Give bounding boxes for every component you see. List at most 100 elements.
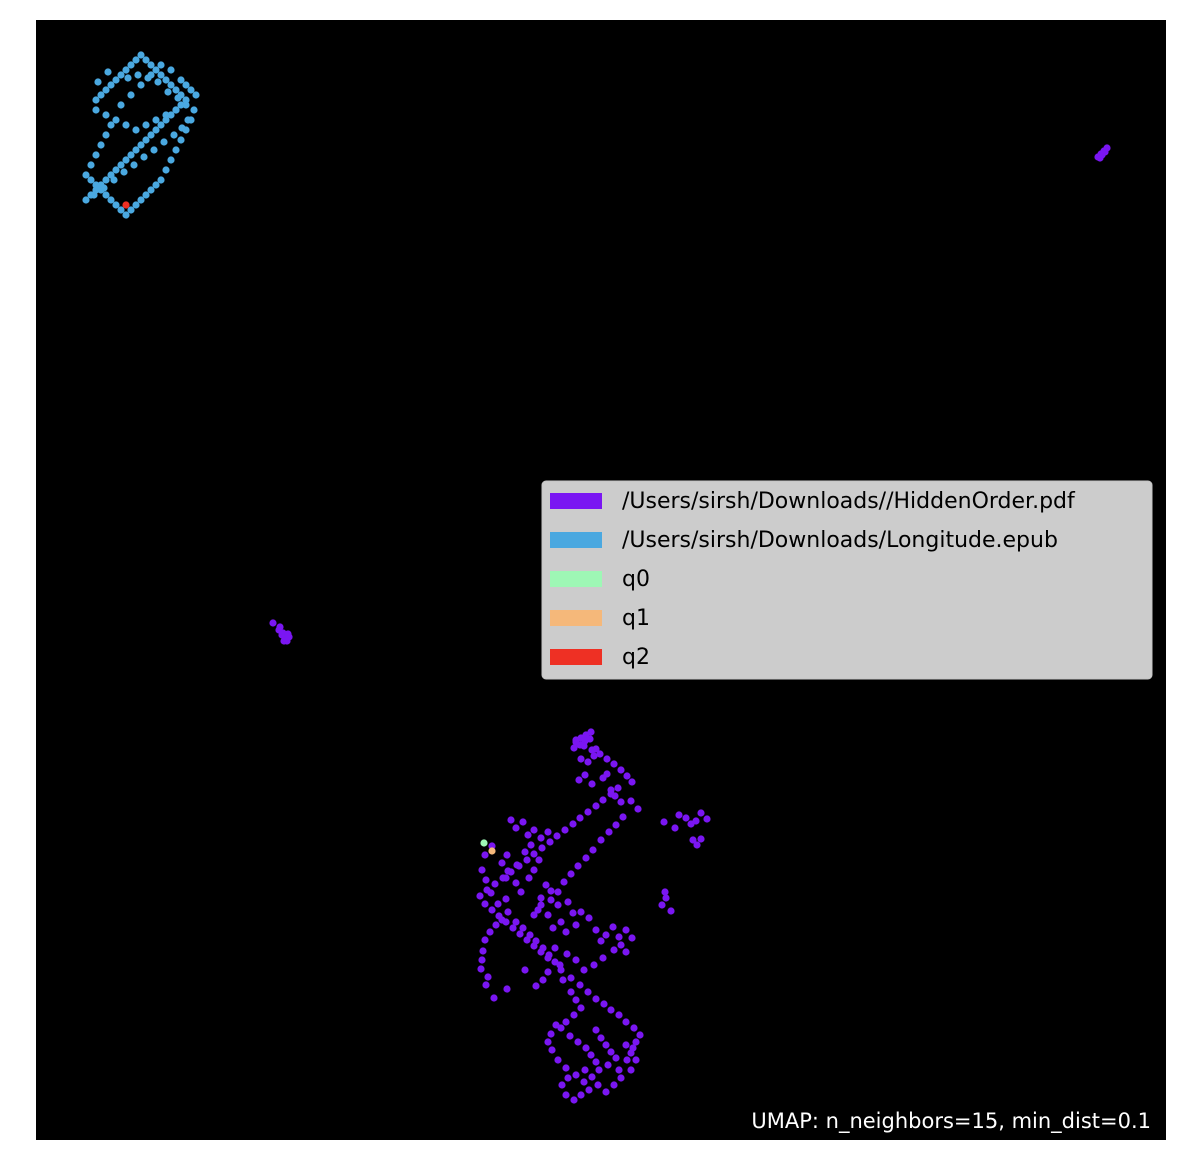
- data-point-1-30: [122, 156, 130, 164]
- data-point-0-30: [575, 776, 583, 784]
- data-point-1-76: [117, 101, 125, 109]
- data-point-0-50: [697, 835, 705, 843]
- data-point-0-84: [569, 909, 577, 917]
- data-point-0-122: [494, 900, 502, 908]
- data-point-1-77: [127, 91, 135, 99]
- data-point-0-57: [519, 818, 527, 826]
- data-point-0-143: [554, 1056, 562, 1064]
- data-point-0-52: [662, 894, 670, 902]
- data-point-0-225: [538, 844, 546, 852]
- data-point-1-66: [102, 191, 110, 199]
- legend-item-1: /Users/sirsh/Downloads/Longitude.epub: [550, 528, 1058, 553]
- data-point-1-75: [107, 121, 115, 129]
- data-point-0-71: [525, 874, 533, 882]
- data-point-0-46: [697, 809, 705, 817]
- series-0: [269, 144, 1111, 1104]
- data-point-0-37: [617, 798, 625, 806]
- data-point-0-138: [587, 1051, 595, 1059]
- data-point-0-87: [585, 914, 593, 922]
- legend-item-3: q1: [550, 606, 650, 631]
- legend-item-4: q2: [550, 645, 650, 670]
- data-point-0-80: [557, 918, 565, 926]
- data-point-0-104: [551, 944, 559, 952]
- data-point-0-231: [491, 880, 499, 888]
- data-point-1-27: [137, 141, 145, 149]
- data-point-0-91: [609, 923, 617, 931]
- data-point-1-41: [112, 116, 120, 124]
- legend-label-3: q1: [622, 606, 650, 631]
- data-point-1-15: [167, 81, 175, 89]
- data-point-0-176: [630, 1024, 638, 1032]
- data-point-0-105: [544, 968, 552, 976]
- data-point-1-0: [92, 96, 100, 104]
- data-point-0-146: [547, 1030, 555, 1038]
- data-point-0-219: [584, 808, 592, 816]
- data-point-0-75: [547, 887, 555, 895]
- data-point-0-139: [592, 1058, 600, 1066]
- umap-parameters-annotation: UMAP: n_neighbors=15, min_dist=0.1: [751, 1109, 1151, 1134]
- data-point-0-179: [607, 1006, 615, 1014]
- data-point-0-240: [523, 936, 531, 944]
- data-point-0-15: [276, 623, 284, 631]
- data-point-0-78: [544, 911, 552, 919]
- data-point-0-109: [503, 985, 511, 993]
- data-point-1-3: [107, 81, 115, 89]
- data-point-0-38: [627, 797, 635, 805]
- data-point-0-202: [597, 836, 605, 844]
- data-point-0-186: [551, 958, 559, 966]
- data-point-0-152: [612, 1054, 620, 1062]
- series-4: [122, 201, 130, 209]
- data-point-0-32: [588, 780, 596, 788]
- data-point-0-73: [535, 856, 543, 864]
- data-point-1-47: [172, 106, 180, 114]
- data-point-0-121: [502, 895, 510, 903]
- data-point-0-40: [660, 818, 668, 826]
- data-point-1-81: [167, 66, 175, 74]
- data-point-1-86: [190, 106, 198, 114]
- data-point-1-65: [107, 196, 115, 204]
- data-point-0-136: [574, 1038, 582, 1046]
- data-point-1-72: [92, 151, 100, 159]
- data-point-1-103: [154, 78, 162, 86]
- data-point-1-4: [112, 76, 120, 84]
- data-point-0-195: [547, 896, 555, 904]
- data-point-0-22: [570, 744, 578, 752]
- data-point-1-9: [137, 51, 145, 59]
- data-point-0-177: [622, 1018, 630, 1026]
- data-point-0-110: [490, 994, 498, 1002]
- data-point-0-29: [590, 752, 598, 760]
- data-point-0-42: [675, 811, 683, 819]
- data-point-0-167: [580, 1078, 588, 1086]
- data-point-1-88: [178, 124, 186, 132]
- data-point-1-69: [87, 176, 95, 184]
- data-point-0-178: [615, 1011, 623, 1019]
- data-point-1-93: [130, 161, 138, 169]
- data-point-1-56: [152, 181, 160, 189]
- data-point-1-83: [182, 81, 190, 89]
- data-point-2-0: [480, 839, 488, 847]
- data-point-1-14: [162, 76, 170, 84]
- data-point-0-191: [519, 924, 527, 932]
- data-point-0-193: [530, 911, 538, 919]
- data-point-1-57: [147, 186, 155, 194]
- data-point-0-115: [479, 947, 487, 955]
- data-point-1-40: [102, 111, 110, 119]
- data-point-0-83: [572, 921, 580, 929]
- data-point-0-220: [576, 814, 584, 822]
- data-point-1-19: [177, 101, 185, 109]
- data-point-0-217: [599, 796, 607, 804]
- data-point-0-237: [502, 918, 510, 926]
- data-point-0-39: [634, 805, 642, 813]
- data-point-0-239: [516, 930, 524, 938]
- data-point-1-92: [140, 153, 148, 161]
- data-point-0-58: [524, 831, 532, 839]
- data-point-1-97: [90, 191, 98, 199]
- data-point-0-171: [615, 1066, 623, 1074]
- data-point-0-200: [582, 854, 590, 862]
- data-point-1-64: [112, 201, 120, 209]
- data-point-0-113: [477, 965, 485, 973]
- data-point-0-135: [566, 1032, 574, 1040]
- data-point-1-87: [184, 116, 192, 124]
- data-point-0-74: [542, 881, 550, 889]
